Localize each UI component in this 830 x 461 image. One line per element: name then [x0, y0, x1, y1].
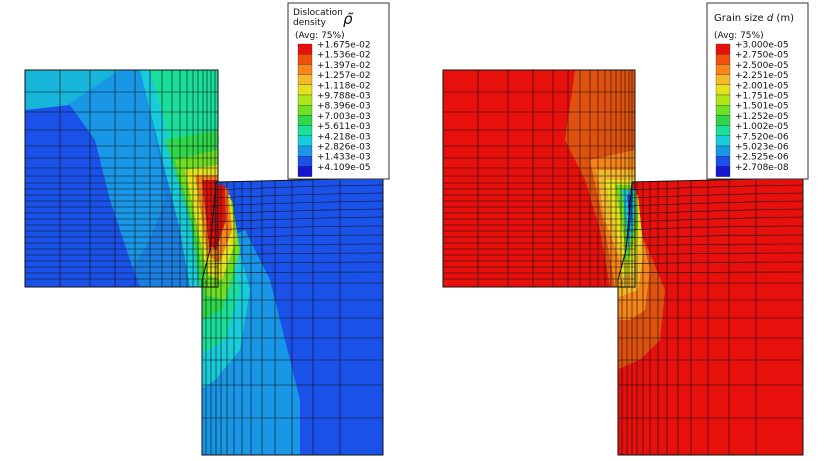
legend-title-line1: Dislocation: [293, 8, 343, 18]
legend-value: +5.023e-06: [735, 143, 789, 153]
legend-swatch: [297, 145, 313, 157]
legend-avg: (Avg: 75%): [295, 31, 345, 41]
lower-block-contour-grain: [618, 178, 803, 455]
legend-labels: +1.675e-02+1.536e-02+1.397e-02+1.257e-02…: [317, 41, 371, 173]
legend-value: +2.750e-05: [735, 51, 789, 61]
legend-value: +2.500e-05: [735, 61, 789, 71]
legend-value: +4.218e-03: [317, 132, 371, 142]
legend-swatch: [297, 135, 313, 147]
legend-swatch: [715, 94, 731, 106]
legend-swatch: [715, 74, 731, 85]
legend-swatch: [715, 125, 731, 136]
legend-swatch: [297, 74, 313, 85]
legend-swatch: [297, 105, 313, 116]
legend-value: +4.109e-05: [317, 163, 371, 173]
legend-grain-size: Grain size d (m) (Avg: 75%) +3.000e-05+2…: [706, 2, 809, 180]
legend-swatches-grain: [715, 43, 731, 177]
legend-swatch: [715, 135, 731, 147]
legend-value: +9.788e-03: [317, 92, 371, 102]
legend-value: +8.396e-03: [317, 102, 371, 112]
legend-swatch: [297, 43, 313, 55]
legend-value: +1.118e-02: [317, 81, 371, 91]
legend-swatch: [297, 156, 313, 167]
legend-swatch: [715, 84, 731, 96]
legend-value: +2.251e-05: [735, 71, 789, 81]
legend-value: +3.000e-05: [735, 41, 789, 51]
upper-block-contour-grain: [443, 70, 635, 287]
legend-swatch: [297, 125, 313, 136]
legend-value: +1.002e-05: [735, 122, 789, 132]
legend-swatches: [297, 43, 313, 177]
left-panel-dislocation-density: Dislocation density ρ̃ (Avg: 75%) +1.675…: [24, 2, 390, 456]
legend-value: +1.536e-02: [317, 51, 371, 61]
legend-dislocation-density: Dislocation density ρ̃ (Avg: 75%) +1.675…: [287, 2, 390, 180]
legend-value: +7.520e-06: [735, 132, 789, 142]
legend-value: +1.675e-02: [317, 41, 371, 51]
right-panel-grain-size: Grain size d (m) (Avg: 75%) +3.000e-05+2…: [442, 2, 809, 456]
legend-value: +1.252e-05: [735, 112, 789, 122]
legend-value: +2.001e-05: [735, 81, 789, 91]
legend-title-grain: Grain size d (m): [714, 13, 794, 24]
legend-swatch: [297, 94, 313, 106]
legend-swatch: [297, 84, 313, 96]
legend-value: +7.003e-03: [317, 112, 371, 122]
legend-value: +2.826e-03: [317, 143, 371, 153]
legend-swatch: [715, 43, 731, 55]
legend-swatch: [715, 105, 731, 116]
legend-title-grain-unit: (m): [776, 13, 794, 24]
legend-value: +1.397e-02: [317, 61, 371, 71]
lower-block-mesh-grain: [617, 177, 804, 456]
legend-labels-grain: +3.000e-05+2.750e-05+2.500e-05+2.251e-05…: [735, 41, 789, 173]
legend-symbol: ρ̃: [343, 10, 354, 28]
legend-value: +2.708e-08: [735, 163, 789, 173]
legend-title-line2: density: [293, 18, 327, 28]
legend-value: +1.501e-05: [735, 102, 789, 112]
legend-swatch: [297, 54, 313, 65]
upper-block-mesh-grain: [442, 69, 636, 288]
legend-title-grain-main: Grain size: [714, 13, 764, 24]
legend-value: +1.257e-02: [317, 71, 371, 81]
legend-swatch: [715, 64, 731, 75]
legend-swatch: [715, 145, 731, 157]
legend-title-grain-var: d: [767, 13, 774, 24]
legend-avg-grain: (Avg: 75%): [714, 31, 764, 41]
legend-swatch: [297, 115, 313, 126]
legend-swatch: [297, 166, 313, 177]
legend-swatch: [715, 54, 731, 65]
legend-value: +1.433e-03: [317, 153, 371, 163]
legend-value: +1.751e-05: [735, 92, 789, 102]
legend-swatch: [297, 64, 313, 75]
legend-swatch: [715, 166, 731, 177]
legend-swatch: [715, 115, 731, 126]
legend-swatch: [715, 156, 731, 167]
legend-value: +5.611e-03: [317, 122, 371, 132]
legend-value: +2.525e-06: [735, 153, 789, 163]
upper-block-mesh: [24, 69, 219, 288]
upper-block-contour: [25, 70, 218, 287]
